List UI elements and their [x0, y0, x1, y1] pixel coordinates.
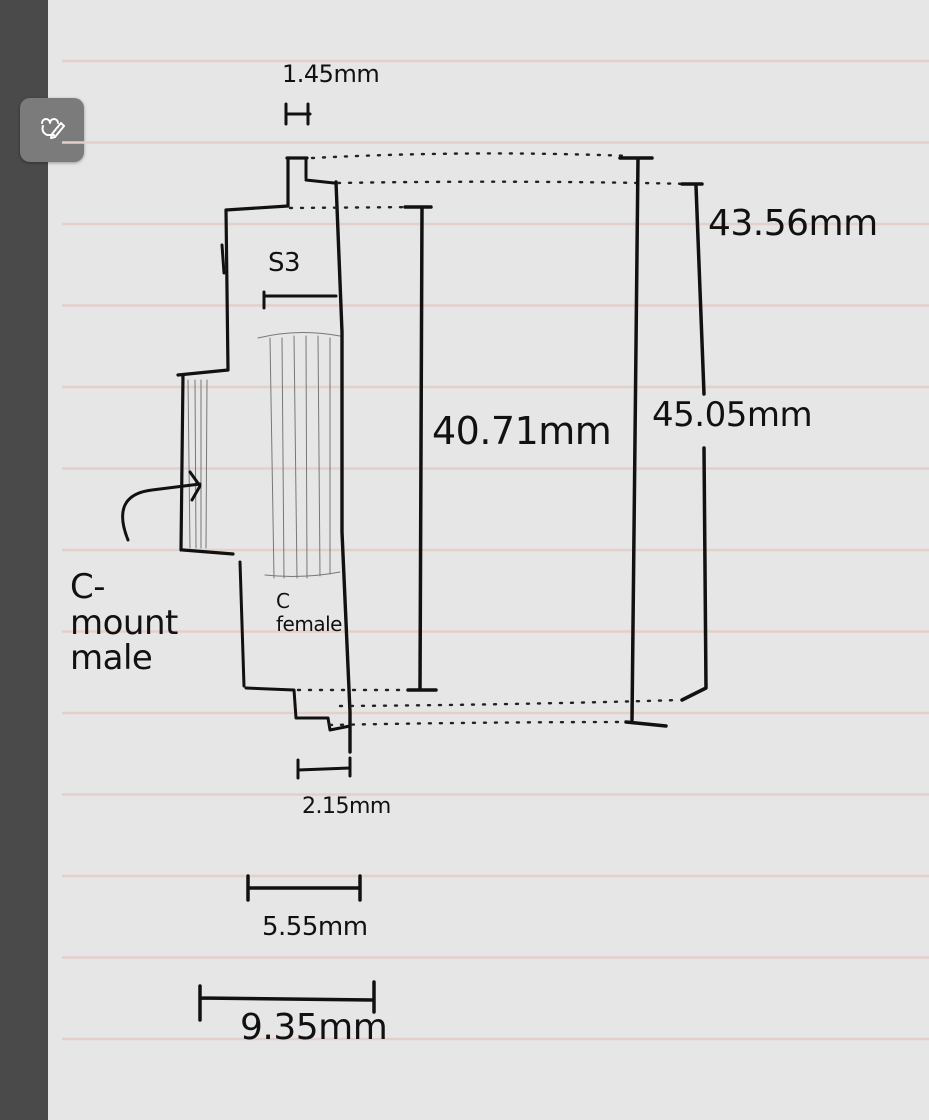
pen-tool-button[interactable] [20, 98, 84, 162]
label-female: C female [276, 589, 342, 636]
extension-lines [288, 152, 692, 727]
label-width-mid: 5.55mm [262, 912, 368, 942]
label-inner-height: 43.56mm [708, 203, 878, 244]
label-width-total: 9.35mm [240, 1007, 388, 1048]
label-flange: S3 [268, 248, 301, 278]
left-toolbar [0, 0, 48, 1120]
label-gap-top: 1.45mm [282, 60, 380, 88]
male-thread-hatch [187, 379, 208, 549]
female-thread-hatch [257, 331, 341, 579]
pen-hand-icon [38, 116, 66, 144]
dimension-lines [198, 102, 708, 1022]
male-thread-arrow [121, 470, 202, 542]
label-outer-height: 45.05mm [652, 395, 813, 435]
label-male: C-mount male [70, 567, 178, 679]
adapter-outline [176, 156, 352, 754]
label-bottom-step: 2.15mm [302, 794, 391, 819]
label-bore-height: 40.71mm [432, 409, 612, 453]
